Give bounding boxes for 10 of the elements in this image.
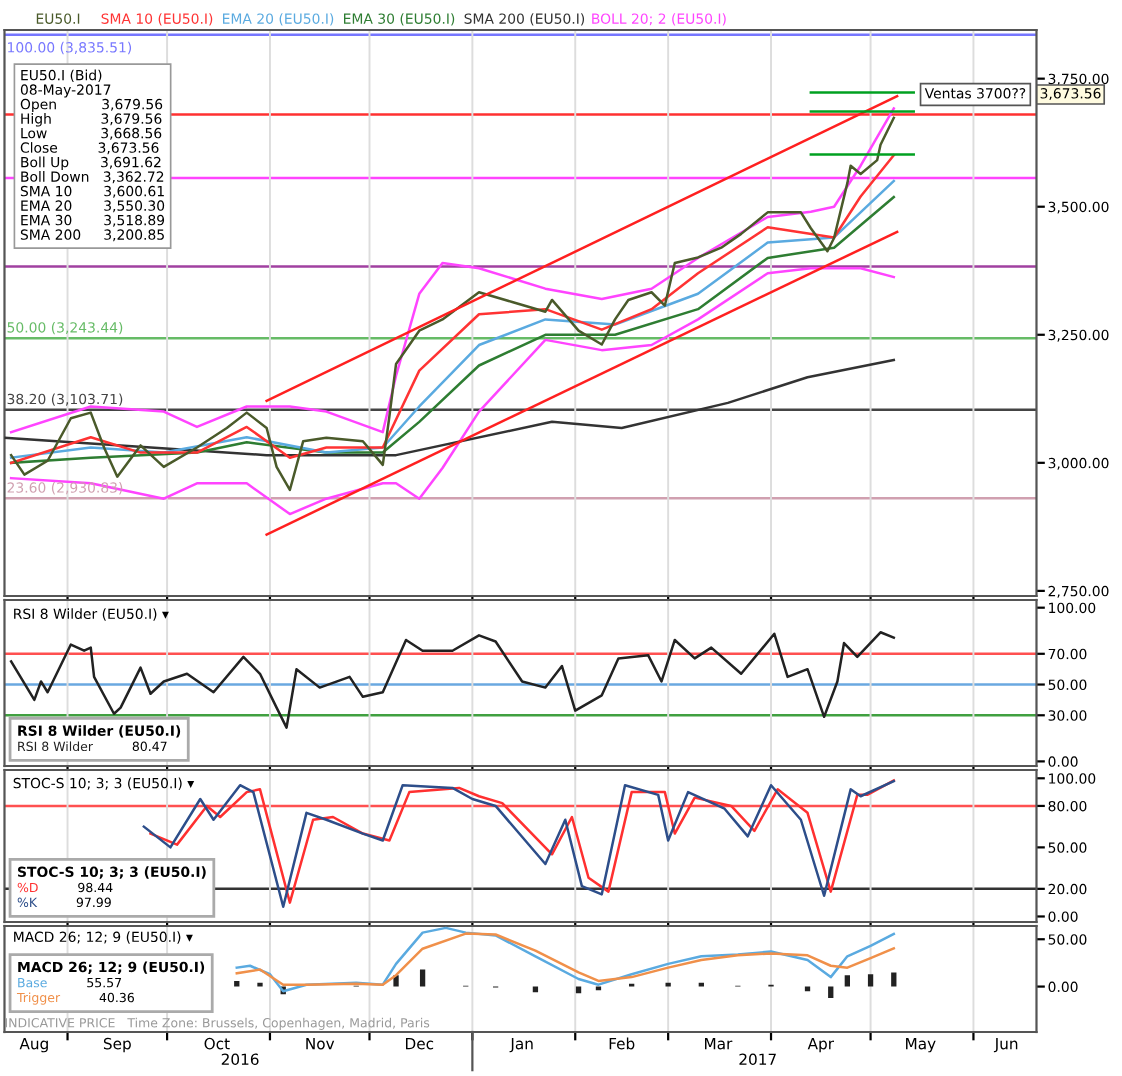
bar — [867, 974, 874, 987]
line-series — [9, 631, 896, 729]
line-series — [4, 358, 896, 457]
bar — [419, 969, 426, 987]
bar — [234, 980, 240, 987]
bar — [891, 972, 897, 987]
bar — [828, 986, 834, 998]
line-series — [9, 116, 896, 492]
bar — [844, 975, 850, 987]
line-series — [9, 266, 896, 516]
